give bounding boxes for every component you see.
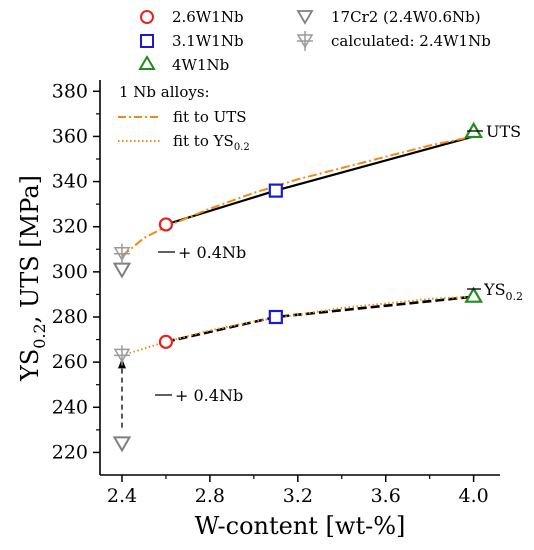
y-tick-label-240: 240	[52, 396, 88, 418]
legend-marker-calculated	[296, 31, 314, 51]
uts-label: UTS	[486, 122, 521, 141]
legend-group-title: 1 Nb alloys:	[119, 83, 210, 101]
fit-line-0	[121, 135, 474, 257]
legend-marker-17Cr2	[296, 10, 314, 25]
legend-label-2.6W1Nb: 2.6W1Nb	[172, 8, 244, 26]
legend-label-fit-uts: fit to UTS	[173, 108, 247, 126]
legend: 2.6W1Nb 3.1W1Nb 4W1Nb 17Cr2 (2.4W0.6Nb) …	[118, 8, 491, 153]
legend-label-4W1Nb: 4W1Nb	[172, 56, 229, 74]
y-axis-title-main: YS	[16, 349, 44, 382]
x-tick-label-2.4: 2.4	[107, 485, 137, 507]
y-tick-label-360: 360	[52, 125, 88, 147]
y-axis-title-suffix: , UTS [MPa]	[16, 175, 44, 323]
y-axis-title: YS0.2, UTS [MPa]	[16, 175, 49, 382]
marker-4w1nb-1	[464, 286, 484, 303]
y-ticks: 220 240 260 280 300 320 340 360 380	[52, 80, 100, 463]
marker-calculated-2.4w1nb-0	[113, 243, 131, 264]
y-tick-label-320: 320	[52, 216, 88, 238]
data-markers	[112, 121, 484, 453]
ys-label-main: YS	[483, 280, 506, 299]
legend-label-calculated: calculated: 2.4W1Nb	[331, 32, 491, 50]
legend-marker-4W1Nb	[138, 55, 156, 70]
x-tick-label-3.6: 3.6	[371, 485, 401, 507]
marker-3.1w1nb-1	[268, 309, 283, 325]
y-tick-label-300: 300	[52, 261, 88, 283]
legend-label-17Cr2: 17Cr2 (2.4W0.6Nb)	[331, 8, 481, 26]
y-tick-label-340: 340	[52, 171, 88, 193]
legend-marker-2.6W1Nb	[140, 10, 154, 24]
marker-2.6w1nb-1	[158, 334, 174, 349]
ys-label-sub: 0.2	[506, 290, 524, 303]
marker-17cr2-2.4w0.6nb--1	[112, 436, 132, 453]
ys-label: YS0.2	[483, 280, 523, 303]
y-tick-label-260: 260	[52, 351, 88, 373]
nb-upper-label: + 0.4Nb	[178, 243, 246, 262]
data-line-1	[165, 295, 474, 344]
y-tick-label-220: 220	[52, 441, 88, 463]
legend-label-fit-ys-sub: 0.2	[234, 142, 250, 153]
y-axis-title-sub: 0.2	[30, 323, 49, 348]
y-tick-label-280: 280	[52, 306, 88, 328]
legend-label-fit-ys: fit to YS0.2	[173, 132, 250, 153]
data-lines	[121, 135, 474, 357]
annotations: UTS YS0.2 + 0.4Nb + 0.4Nb	[155, 122, 523, 405]
x-tick-label-3.2: 3.2	[283, 485, 313, 507]
axes	[99, 80, 500, 476]
marker-3.1w1nb-0	[268, 183, 283, 198]
fit-line-1	[121, 295, 474, 357]
marker-17cr2-2.4w0.6nb--0	[112, 262, 132, 279]
legend-label-fit-ys-main: fit to YS	[173, 132, 234, 150]
marker-calculated-2.4w1nb-1	[113, 345, 131, 366]
x-tick-label-4.0: 4.0	[459, 485, 489, 507]
y-tick-label-380: 380	[52, 80, 88, 102]
nb-lower-label: + 0.4Nb	[175, 386, 243, 405]
x-tick-label-2.8: 2.8	[195, 485, 225, 507]
legend-label-3.1W1Nb: 3.1W1Nb	[172, 32, 244, 50]
marker-2.6w1nb-0	[158, 217, 174, 232]
annotation-arrows	[117, 358, 126, 428]
x-ticks: 2.4 2.8 3.2 3.6 4.0	[107, 475, 489, 507]
legend-marker-3.1W1Nb	[140, 34, 154, 48]
x-axis-title: W-content [wt-%]	[195, 512, 406, 540]
